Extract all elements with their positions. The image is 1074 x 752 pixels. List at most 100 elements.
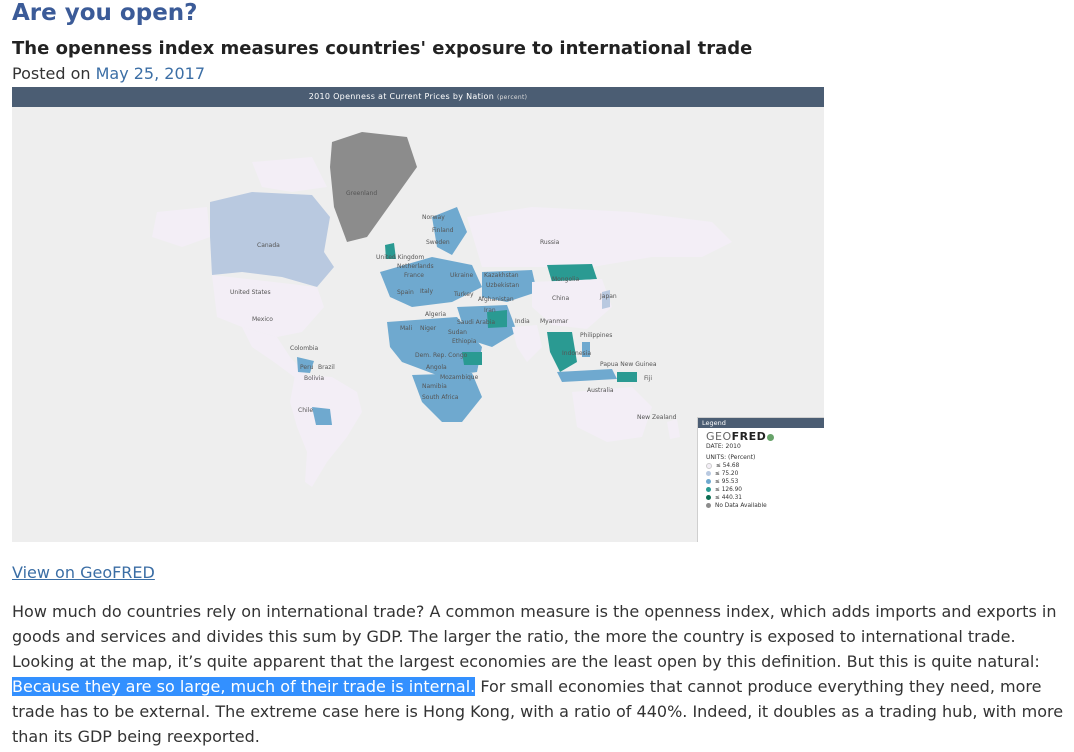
- map-label: France: [404, 272, 424, 279]
- legend-item: No Data Available: [698, 502, 824, 510]
- swatch-icon: [706, 471, 711, 476]
- legend-item: ≤ 126.90: [698, 486, 824, 494]
- swatch-icon: [706, 495, 711, 500]
- map-label: Colombia: [290, 345, 319, 352]
- europe-shape: [380, 257, 482, 307]
- legend-item-label: ≤ 75.20: [715, 471, 739, 477]
- legend-item: ≤ 95.53: [698, 478, 824, 486]
- map-label: Kazakhstan: [484, 272, 519, 279]
- japan-shape: [602, 290, 610, 309]
- africa-south-shape: [412, 373, 482, 422]
- paragraph-text-before: How much do countries rely on internatio…: [12, 602, 1057, 671]
- map-label: Japan: [599, 293, 617, 300]
- bolivia-shape: [312, 407, 332, 425]
- arctic-islands-shape: [252, 157, 327, 192]
- map-label: United States: [230, 289, 271, 296]
- map-label: Chile: [298, 407, 313, 414]
- map-label: Bolivia: [304, 375, 324, 382]
- usa-shape: [212, 275, 324, 337]
- logo-light-text: GEO: [706, 430, 732, 443]
- map-label: China: [552, 295, 569, 302]
- africa-north-shape: [387, 317, 482, 377]
- map-label: Mongolia: [552, 276, 579, 283]
- map-label: India: [515, 318, 530, 325]
- legend-item: ≤ 75.20: [698, 470, 824, 478]
- ethiopia-shape: [462, 352, 482, 365]
- post-date-link[interactable]: May 25, 2017: [95, 64, 205, 83]
- map-label: Iran: [484, 307, 496, 314]
- map-label: Angola: [426, 364, 447, 371]
- map-header-title: 2010 Openness at Current Prices by Natio…: [308, 92, 495, 101]
- swatch-icon: [706, 487, 711, 492]
- philippines-shape: [582, 342, 590, 357]
- map-header-unit: (percent): [496, 94, 528, 101]
- map-label: Ukraine: [450, 272, 473, 279]
- central-asia-shape: [482, 270, 537, 302]
- logo-bold-text: FRED: [731, 430, 767, 443]
- greenland-shape: [330, 132, 417, 242]
- legend-item-label: ≤ 440.31: [715, 495, 742, 501]
- map-label: United Kingdom: [376, 254, 424, 261]
- scandinavia-shape: [432, 207, 467, 255]
- swatch-icon: [706, 462, 712, 469]
- new-zealand-shape: [667, 419, 680, 439]
- country-labels: Greenland Norway Finland Sweden Canada R…: [230, 190, 677, 421]
- china-shape: [532, 279, 612, 329]
- map-label: Netherlands: [397, 263, 434, 270]
- post-meta: Posted on May 25, 2017: [12, 64, 205, 83]
- map-label: Fiji: [644, 375, 652, 382]
- map-label: Ethiopia: [452, 338, 477, 345]
- map-label: Australia: [587, 387, 614, 394]
- map-legend: Legend GEOFRED DATE: 2010 UNITS: (Percen…: [697, 417, 824, 542]
- map-label: Greenland: [346, 190, 377, 197]
- map-label: Sudan: [448, 329, 467, 336]
- legend-units: UNITS: (Percent): [706, 454, 756, 461]
- mongolia-shape: [547, 264, 597, 282]
- south-america-shape: [290, 375, 362, 487]
- legend-item: ≤ 440.31: [698, 494, 824, 502]
- map-label: Saudi Arabia: [457, 319, 495, 326]
- map-label: Mali: [400, 325, 413, 332]
- openness-map-image[interactable]: 2010 Openness at Current Prices by Natio…: [12, 87, 824, 542]
- legend-date: DATE: 2010: [706, 443, 741, 450]
- legend-item-label: ≤ 126.90: [715, 487, 742, 493]
- view-on-geofred-link[interactable]: View on GeoFRED: [12, 563, 155, 582]
- map-label: Philippines: [580, 332, 612, 339]
- map-label: South Africa: [422, 394, 459, 401]
- indonesia-shape: [557, 369, 617, 382]
- map-label: Sweden: [426, 239, 450, 246]
- canada-shape: [210, 192, 334, 287]
- map-label: Italy: [420, 288, 433, 295]
- world-map: Greenland Norway Finland Sweden Canada R…: [152, 132, 732, 487]
- map-label: New Zealand: [637, 414, 677, 421]
- map-header: 2010 Openness at Current Prices by Natio…: [12, 87, 824, 107]
- selected-text[interactable]: Because they are so large, much of their…: [12, 677, 476, 696]
- map-label: Mozambique: [440, 374, 479, 381]
- swatch-icon: [706, 503, 711, 508]
- map-label: Brazil: [318, 364, 335, 371]
- uk-shape: [385, 243, 396, 259]
- mexico-shape: [242, 327, 307, 379]
- legend-item-label: ≤ 95.53: [715, 479, 739, 485]
- map-label: Afghanistan: [478, 296, 514, 303]
- map-label: Algeria: [425, 311, 446, 318]
- png-shape: [617, 372, 637, 382]
- map-label: Mexico: [252, 316, 273, 323]
- legend-item-label: No Data Available: [715, 503, 767, 509]
- map-label: Niger: [420, 325, 437, 332]
- map-label: Russia: [540, 239, 560, 246]
- map-label: Uzbekistan: [486, 282, 519, 289]
- iran-shape: [487, 310, 507, 328]
- geofred-logo: GEOFRED: [698, 428, 824, 443]
- legend-item-label: ≤ 54.68: [716, 463, 740, 469]
- map-label: Turkey: [453, 291, 474, 298]
- australia-shape: [572, 387, 652, 442]
- map-label: Namibia: [422, 383, 447, 390]
- map-label: Spain: [397, 289, 414, 296]
- colombia-shape: [297, 357, 314, 373]
- map-label: Dem. Rep. Congo: [415, 352, 468, 359]
- map-label: Finland: [432, 227, 454, 234]
- map-label: Myanmar: [540, 318, 569, 325]
- india-shape: [512, 325, 542, 362]
- alaska-shape: [152, 207, 210, 247]
